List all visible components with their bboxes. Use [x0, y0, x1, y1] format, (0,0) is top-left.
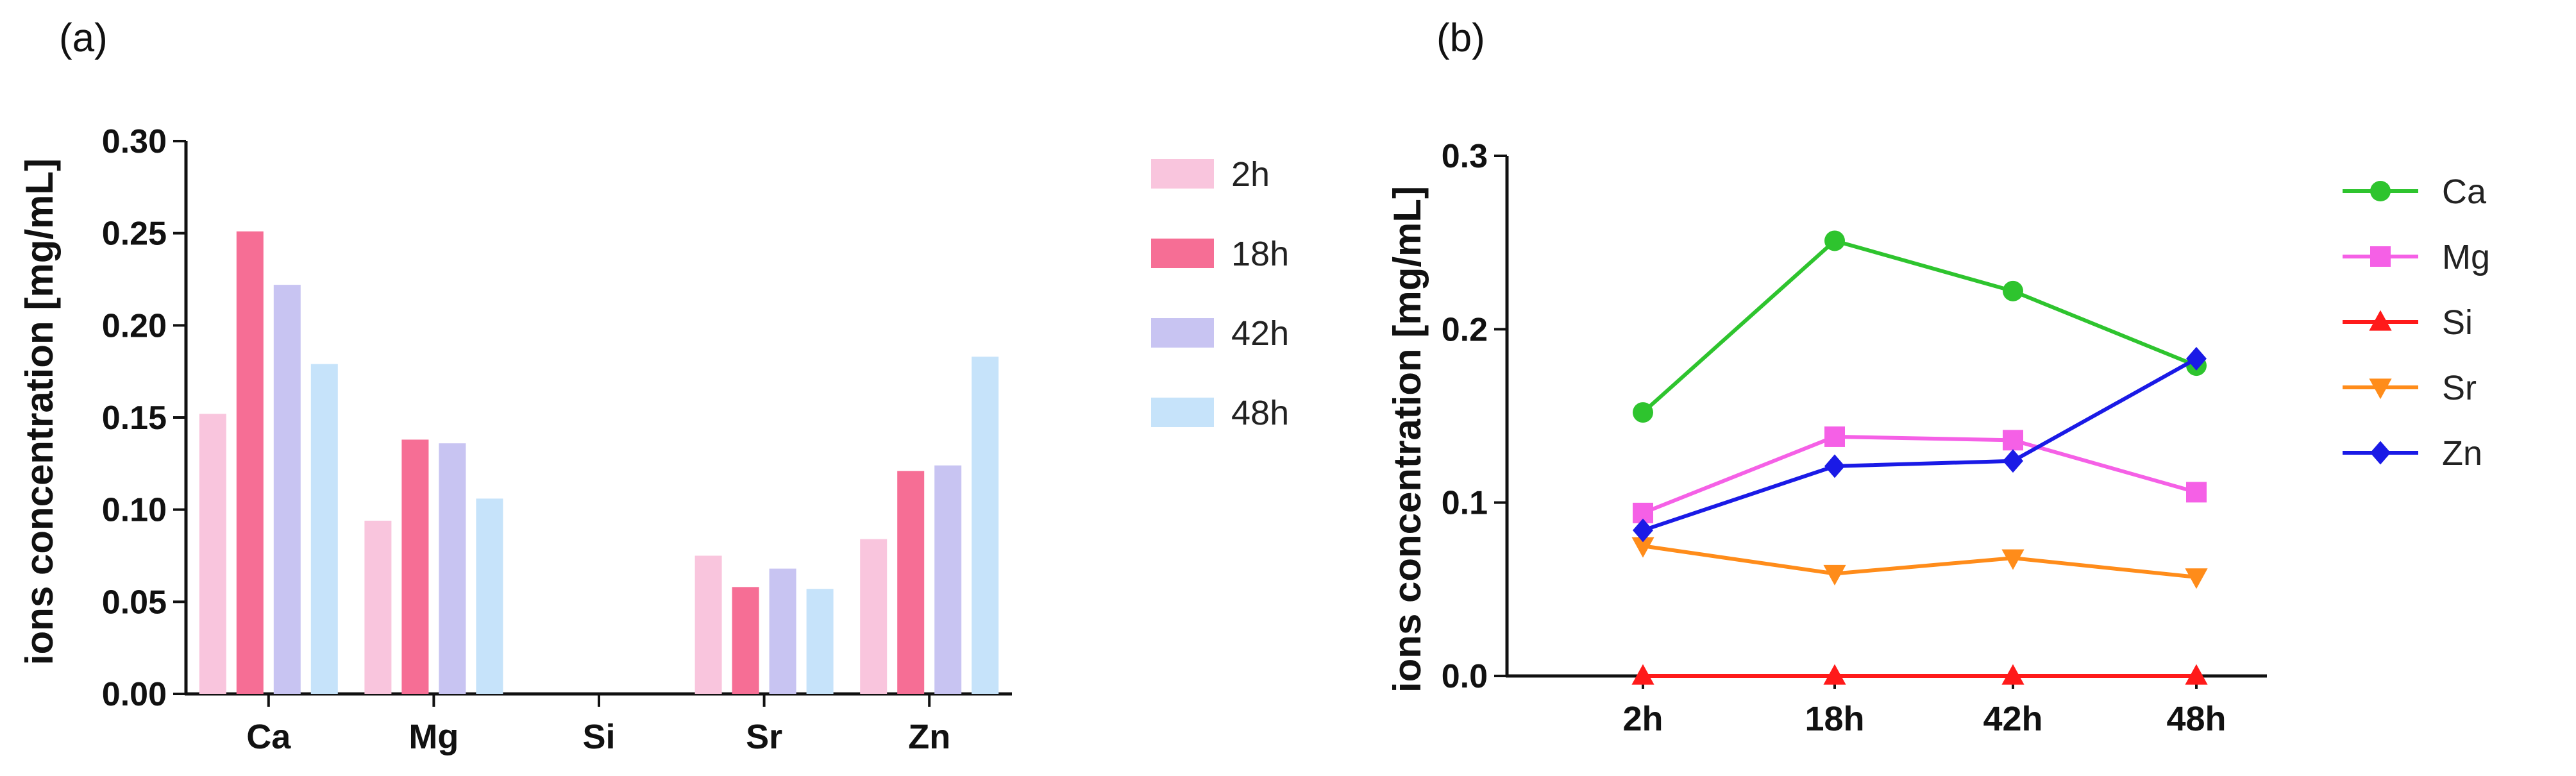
point-Si-2h [1631, 664, 1654, 685]
bar-chart-y-tick-label: 0.10 [102, 492, 167, 529]
line-chart-x-tick-label: 2h [1622, 700, 1663, 738]
series-Ca [1633, 230, 2207, 423]
series-line-Ca [1641, 239, 2198, 414]
point-Ca-2h [1633, 402, 1653, 423]
legend-label-Ca: Ca [2442, 173, 2487, 211]
legend-swatch-48h [1151, 398, 1214, 427]
panel-b-label: (b) [1436, 16, 1485, 60]
legend-label-18h: 18h [1231, 235, 1289, 273]
bar-48h-Mg [476, 498, 503, 694]
series-line-Mg [1642, 434, 2197, 515]
point-Zn-42h [2003, 449, 2023, 473]
line-chart-y-tick-label: 0.3 [1442, 138, 1488, 175]
legend-marker-Zn [2370, 441, 2391, 465]
bar-42h-Zn [934, 465, 962, 694]
bar-chart-category-label: Si [582, 718, 615, 756]
legend-marker-Sr [2369, 378, 2392, 400]
point-Zn-48h [2186, 346, 2207, 371]
line-chart-y-axis-title: ions concentration [mg/mL] [1386, 186, 1429, 693]
point-Si-18h [1823, 664, 1846, 685]
series-Sr [1631, 537, 2208, 589]
bar-chart-y-tick-label: 0.20 [102, 307, 167, 344]
line-chart-y-tick-label: 0.2 [1442, 311, 1488, 348]
point-Sr-2h [1631, 537, 1654, 558]
point-Zn-2h [1633, 518, 1653, 543]
bar-chart-panel: (a) ions concentration [mg/mL] 0.00 0.05 0… [18, 16, 1289, 756]
bar-chart-y-tick-label: 0.15 [102, 400, 167, 437]
point-Si-48h [2185, 664, 2208, 685]
bar-chart-y-tick-label: 0.05 [102, 584, 167, 621]
bar-48h-Ca [310, 364, 338, 694]
bar-42h-Mg [439, 443, 466, 694]
legend-marker-Si [2369, 310, 2392, 331]
bar-chart-y-axis-title: ions concentration [mg/mL] [18, 158, 61, 665]
line-chart-x-tick-label: 48h [2166, 700, 2226, 738]
legend-label-Zn: Zn [2442, 434, 2482, 473]
legend-label-Si: Si [2442, 303, 2473, 342]
line-chart-x-tick-label: 42h [1983, 700, 2042, 738]
bar-48h-Sr [806, 589, 834, 694]
bar-2h-Zn [860, 539, 888, 694]
bar-18h-Ca [236, 231, 264, 694]
bar-42h-Sr [769, 568, 796, 694]
bar-18h-Mg [401, 439, 429, 694]
legend-swatch-42h [1151, 318, 1214, 348]
legend-label-42h: 42h [1231, 314, 1289, 353]
point-Zn-18h [1824, 454, 1845, 478]
legend-swatch-18h [1151, 239, 1214, 268]
bar-18h-Zn [897, 471, 925, 694]
point-Sr-48h [2185, 568, 2208, 589]
series-line-Zn [1642, 357, 2198, 532]
point-Sr-42h [2001, 549, 2025, 570]
point-Ca-18h [1824, 230, 1845, 251]
point-Mg-18h [1824, 426, 1845, 447]
bar-48h-Zn [972, 357, 999, 694]
bar-chart-category-label: Ca [246, 718, 291, 756]
bar-chart-category-label: Mg [408, 718, 459, 756]
point-Mg-42h [2003, 430, 2023, 451]
point-Sr-18h [1823, 564, 1846, 586]
bar-chart-y-tick-label: 0.25 [102, 215, 167, 253]
bar-2h-Ca [199, 414, 226, 694]
point-Mg-48h [2186, 482, 2207, 503]
line-chart-panel: (b) ions concentration [mg/mL] 0.0 0.1 0.2… [1386, 16, 2490, 738]
series-line-Sr [1642, 544, 2197, 579]
bar-18h-Sr [732, 587, 759, 694]
bar-2h-Mg [364, 520, 392, 694]
panel-a-label: (a) [59, 16, 108, 60]
legend-label-Mg: Mg [2442, 238, 2490, 276]
legend-label-48h: 48h [1231, 394, 1289, 432]
bar-chart-y-tick-label: 0.00 [102, 676, 167, 713]
bar-42h-Ca [273, 285, 301, 694]
line-chart-x-tick-label: 18h [1805, 700, 1864, 738]
point-Ca-42h [2003, 280, 2023, 301]
point-Si-42h [2001, 664, 2025, 685]
line-chart-y-tick-label: 0.1 [1442, 485, 1488, 522]
line-chart-y-tick-label: 0.0 [1442, 658, 1488, 695]
bar-chart-category-label: Sr [746, 718, 782, 756]
legend-label-2h: 2h [1231, 155, 1270, 194]
legend-marker-Ca [2370, 181, 2391, 201]
series-Mg [1633, 426, 2207, 523]
legend-swatch-2h [1151, 159, 1214, 189]
series-Zn [1633, 346, 2207, 543]
legend-marker-Mg [2370, 246, 2391, 267]
bar-chart-category-label: Zn [908, 718, 950, 756]
bar-2h-Sr [695, 555, 722, 694]
series-Si [1631, 664, 2208, 685]
legend-label-Sr: Sr [2442, 369, 2477, 407]
bar-chart-y-tick-label: 0.30 [102, 123, 167, 160]
